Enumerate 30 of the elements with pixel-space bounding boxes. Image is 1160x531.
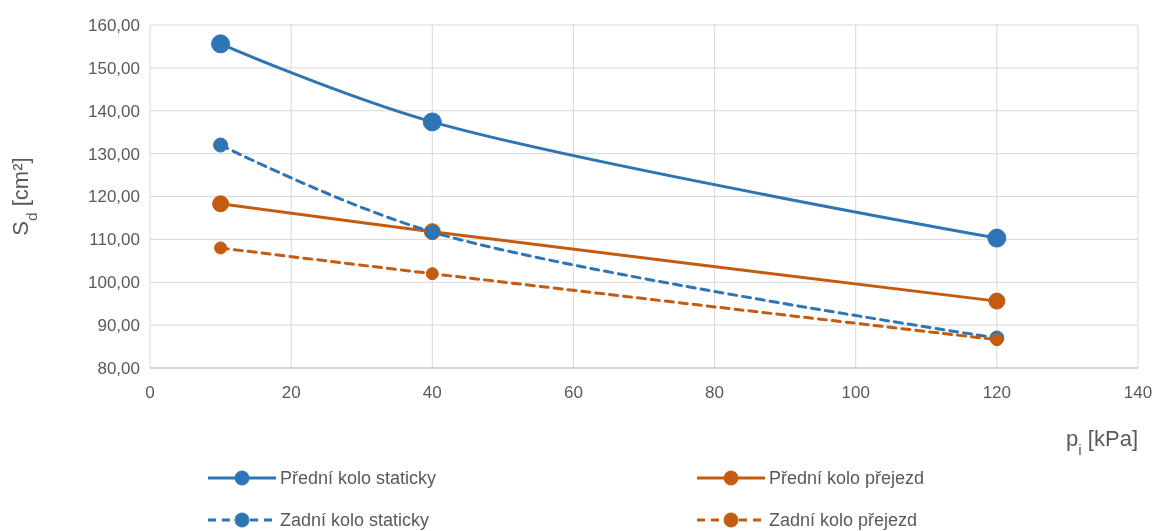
point <box>422 112 442 132</box>
x-tick-label: 60 <box>563 383 583 402</box>
y-tick-label: 110,00 <box>89 230 140 250</box>
y-tick-label: 130,00 <box>88 144 140 164</box>
y-tick-label: 120,00 <box>88 187 140 207</box>
point <box>425 267 439 281</box>
x-tick-label: 140 <box>1123 383 1153 402</box>
point <box>988 292 1006 310</box>
x-tick-label: 20 <box>281 383 301 402</box>
x-axis-title: p$_{i}$ [kPa] <box>1066 426 1138 458</box>
y-tick-label: 140,00 <box>88 101 140 121</box>
x-tick-label: 40 <box>422 383 442 402</box>
legend-label: Přední kolo staticky <box>280 468 437 489</box>
legend-label: Přední kolo přejezd <box>769 468 925 489</box>
point <box>213 137 229 153</box>
y-tick-label: 150,00 <box>88 58 140 78</box>
point <box>211 34 231 54</box>
legend-label: Zadní kolo přejezd <box>769 510 918 531</box>
y-tick-label: 100,00 <box>88 273 140 293</box>
legend-label: Zadní kolo staticky <box>280 510 430 531</box>
point <box>212 195 230 213</box>
x-tick-label: 0 <box>145 383 155 402</box>
y-tick-label: 160,00 <box>88 15 140 35</box>
y-tick-label: 80,00 <box>97 358 140 378</box>
x-tick-label: 100 <box>841 383 870 402</box>
y-tick-label: 90,00 <box>97 316 140 336</box>
x-tick-label: 80 <box>705 383 725 402</box>
point <box>987 228 1007 248</box>
point <box>214 241 228 255</box>
x-tick-label: 120 <box>982 383 1012 402</box>
